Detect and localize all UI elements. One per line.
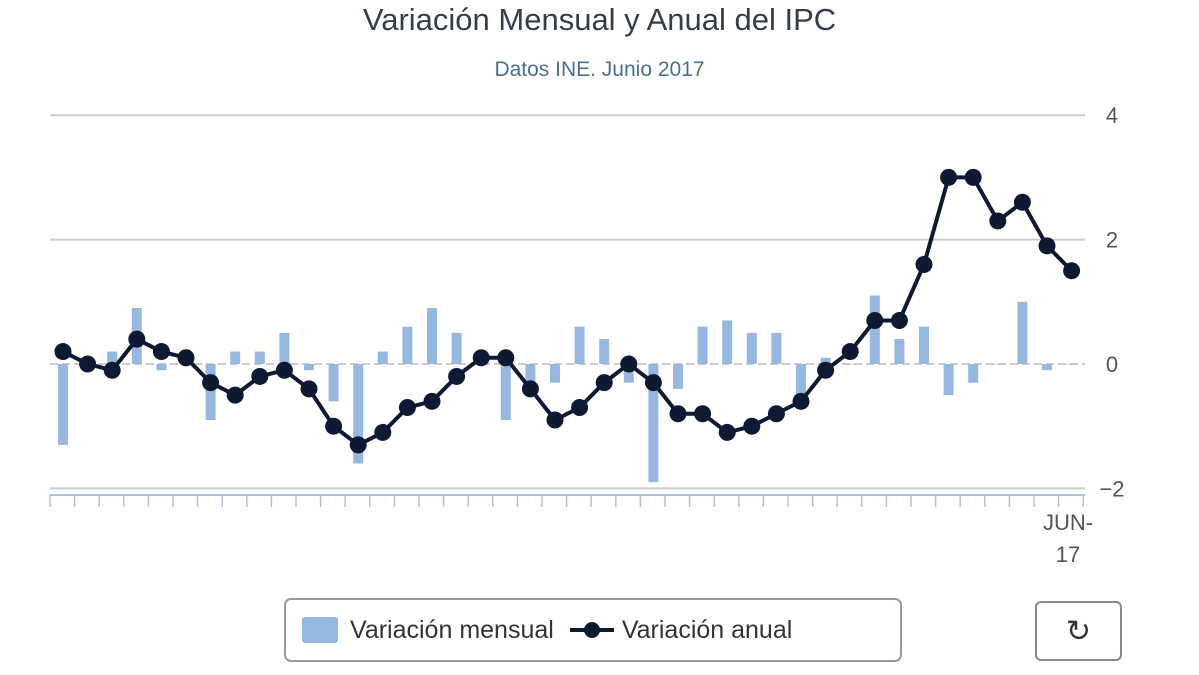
x-tick-label: 17 [1056,542,1080,567]
point-anual [866,311,884,329]
x-tick-label: JUN- [1043,510,1093,535]
legend-swatch-mensual [302,617,338,643]
point-anual [940,168,958,186]
bar-mensual [304,364,314,371]
chart-subtitle: Datos INE. Junio 2017 [494,58,705,81]
point-anual [398,399,416,417]
point-anual [546,411,564,429]
bar-mensual [550,364,560,383]
bar-mensual [673,364,683,389]
point-anual [620,355,638,373]
bar-mensual [427,308,437,364]
point-anual [743,417,761,435]
point-anual [177,349,195,367]
legend-line-marker-icon [569,622,614,638]
y-tick-label: 0 [1106,352,1118,377]
bar-mensual [156,364,167,371]
point-anual [152,343,170,361]
bar-mensual [574,326,585,364]
point-anual [718,423,736,441]
point-anual [595,374,613,392]
bar-mensual [377,351,388,364]
bar-mensual [697,326,708,364]
bar-mensual [968,364,979,383]
bar-mensual [328,364,339,402]
point-anual [571,399,589,417]
point-anual [374,423,392,441]
y-tick-label: −2 [1099,476,1124,501]
legend-item-mensual[interactable]: Variación mensual [302,616,554,645]
point-anual [423,392,441,410]
point-anual [202,374,220,392]
bar-mensual [58,364,68,445]
bar-mensual [771,332,782,364]
bar-mensual [279,332,290,364]
point-anual [521,380,539,398]
bar-mensual [820,357,831,364]
point-anual [325,417,343,435]
bar-mensual [451,332,462,364]
bar-mensual [599,339,610,364]
point-anual [1063,262,1081,280]
point-anual [767,405,785,423]
point-anual [54,343,72,361]
bar-mensual [205,364,216,420]
bar-mensual [107,351,118,364]
y-tick-label: 2 [1106,228,1118,253]
bar-mensual [1042,364,1052,371]
chart-title: Variación Mensual y Anual del IPC [362,2,837,37]
refresh-button[interactable]: ↻ [1035,601,1122,661]
bar-mensual [943,364,954,396]
point-anual [349,436,367,454]
legend-label-anual: Variación anual [621,615,793,644]
bar-mensual [254,351,265,364]
y-tick-label: 4 [1106,103,1118,128]
bar-mensual [796,364,806,408]
point-anual [1038,237,1056,255]
point-anual [128,330,146,348]
point-anual [251,367,269,385]
legend: Variación mensual Variación anual [284,598,902,662]
bar-mensual [353,364,364,464]
bar-mensual [525,364,536,383]
bar-mensual [623,364,634,383]
point-anual [1013,193,1031,211]
point-anual [79,355,97,373]
bar-mensual [500,364,511,420]
point-anual [226,386,244,404]
point-anual [448,367,466,385]
point-anual [915,255,933,273]
bar-mensual [648,364,659,483]
bar-mensual [919,326,929,364]
point-anual [964,168,982,186]
bar-mensual [1066,364,1077,365]
point-anual [497,349,515,367]
point-anual [275,361,293,379]
bar-mensual [402,326,413,364]
bar-mensual [894,339,905,364]
point-anual [300,380,318,398]
legend-label-mensual: Variación mensual [350,615,554,644]
bar-mensual [1017,301,1028,364]
point-anual [989,212,1007,230]
bar-mensual [845,364,856,365]
point-anual [694,405,712,423]
bar-mensual [992,364,1003,365]
point-anual [103,361,121,379]
refresh-icon: ↻ [1065,614,1092,648]
point-anual [472,349,490,367]
bar-mensual [869,295,880,364]
bar-mensual [722,320,733,364]
point-anual [817,361,835,379]
point-anual [669,405,687,423]
bar-mensual [746,332,757,364]
point-anual [841,343,859,361]
legend-item-anual[interactable]: Variación anual [569,615,793,645]
point-anual [644,374,662,392]
bar-mensual [230,351,241,364]
point-anual [890,311,908,329]
point-anual [792,392,810,410]
